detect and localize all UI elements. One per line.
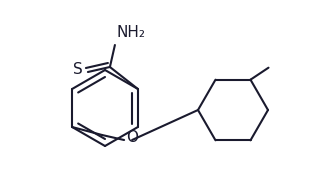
Text: NH₂: NH₂ (117, 25, 146, 40)
Text: O: O (126, 130, 138, 146)
Text: S: S (73, 63, 83, 77)
